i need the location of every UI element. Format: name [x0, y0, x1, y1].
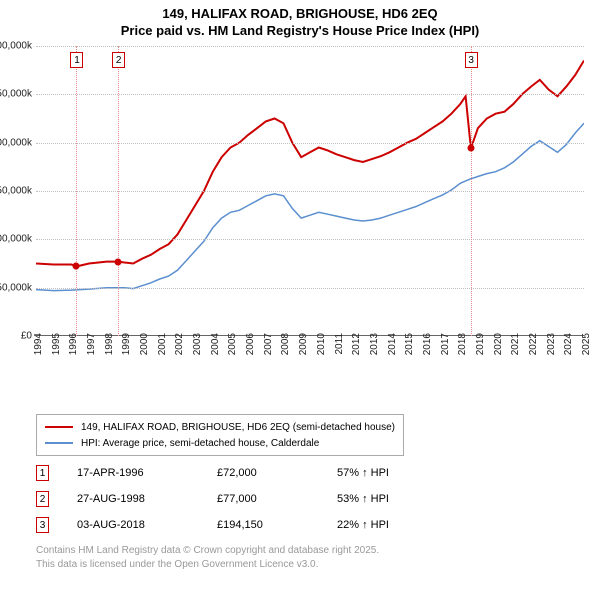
x-axis-label: 2014 — [387, 333, 398, 355]
sales-date: 03-AUG-2018 — [77, 519, 217, 531]
sale-callout: 3 — [465, 52, 478, 68]
x-axis-label: 2025 — [581, 333, 592, 355]
plot-region: 1 2 3 — [36, 46, 584, 336]
chart-title: 149, HALIFAX ROAD, BRIGHOUSE, HD6 2EQ Pr… — [0, 0, 600, 40]
y-axis-label: £300,000k — [0, 41, 32, 52]
legend-row-price: 149, HALIFAX ROAD, BRIGHOUSE, HD6 2EQ (s… — [45, 419, 395, 435]
sale-vline — [76, 46, 77, 336]
sales-table: 1 17-APR-1996£72,00057% ↑ HPI 2 27-AUG-1998… — [36, 460, 389, 538]
x-axis-label: 1998 — [104, 333, 115, 355]
x-axis-label: 2007 — [263, 333, 274, 355]
x-axis-label: 2005 — [227, 333, 238, 355]
x-axis-label: 2006 — [245, 333, 256, 355]
sales-price: £194,150 — [217, 519, 337, 531]
sale-vline — [118, 46, 119, 336]
sales-row: 3 03-AUG-2018£194,15022% ↑ HPI — [36, 512, 389, 538]
title-line-1: 149, HALIFAX ROAD, BRIGHOUSE, HD6 2EQ — [0, 6, 600, 23]
x-axis-label: 2020 — [493, 333, 504, 355]
x-axis-label: 1994 — [33, 333, 44, 355]
sales-index-box: 2 — [36, 491, 49, 507]
x-axis-label: 2015 — [404, 333, 415, 355]
x-axis-label: 2002 — [174, 333, 185, 355]
sales-row: 2 27-AUG-1998£77,00053% ↑ HPI — [36, 486, 389, 512]
attribution: Contains HM Land Registry data © Crown c… — [36, 544, 379, 571]
x-axis-label: 2013 — [369, 333, 380, 355]
x-axis-label: 2011 — [334, 333, 345, 355]
y-axis-label: £0 — [21, 331, 32, 342]
x-axis-label: 2012 — [351, 333, 362, 355]
x-axis-label: 2019 — [475, 333, 486, 355]
x-axis-label: 2023 — [546, 333, 557, 355]
legend-label-hpi: HPI: Average price, semi-detached house,… — [81, 438, 319, 449]
page: 149, HALIFAX ROAD, BRIGHOUSE, HD6 2EQ Pr… — [0, 0, 600, 590]
x-axis-label: 1995 — [51, 333, 62, 355]
attribution-line-2: This data is licensed under the Open Gov… — [36, 558, 379, 572]
title-line-2: Price paid vs. HM Land Registry's House … — [0, 23, 600, 40]
sales-hpi: 53% ↑ HPI — [337, 493, 389, 505]
legend-row-hpi: HPI: Average price, semi-detached house,… — [45, 435, 395, 451]
sales-index-box: 1 — [36, 465, 49, 481]
x-axis-label: 2017 — [440, 333, 451, 355]
legend-label-price: 149, HALIFAX ROAD, BRIGHOUSE, HD6 2EQ (s… — [81, 422, 395, 433]
sale-marker — [467, 145, 474, 152]
y-axis-label: £200,000k — [0, 137, 32, 148]
sales-index-box: 3 — [36, 517, 49, 533]
x-axis-label: 2024 — [563, 333, 574, 355]
x-axis-label: 1999 — [121, 333, 132, 355]
x-axis-label: 2010 — [316, 333, 327, 355]
x-axis-label: 2008 — [280, 333, 291, 355]
sales-date: 17-APR-1996 — [77, 467, 217, 479]
sale-marker — [73, 263, 80, 270]
legend: 149, HALIFAX ROAD, BRIGHOUSE, HD6 2EQ (s… — [36, 414, 404, 456]
x-axis-label: 2022 — [528, 333, 539, 355]
x-axis-label: 2018 — [457, 333, 468, 355]
legend-swatch-hpi — [45, 442, 73, 444]
x-axis-label: 1996 — [68, 333, 79, 355]
x-axis-label: 2001 — [157, 333, 168, 355]
sale-callout: 2 — [112, 52, 125, 68]
sale-callout: 1 — [70, 52, 83, 68]
y-axis-label: £250,000k — [0, 89, 32, 100]
y-axis-label: £150,000k — [0, 186, 32, 197]
chart-area: 1 2 3 1994 1995 1996 1997 1998 1999 2000 2001 2002… — [36, 46, 584, 366]
sales-price: £77,000 — [217, 493, 337, 505]
sale-vline — [471, 46, 472, 336]
x-axis-labels: 1994199519961997199819992000200120022003… — [36, 340, 584, 400]
attribution-line-1: Contains HM Land Registry data © Crown c… — [36, 544, 379, 558]
sale-marker — [115, 258, 122, 265]
legend-swatch-price — [45, 426, 73, 428]
y-axis-label: £100,000k — [0, 234, 32, 245]
x-axis-label: 2003 — [192, 333, 203, 355]
sales-date: 27-AUG-1998 — [77, 493, 217, 505]
x-axis-label: 2021 — [510, 333, 521, 355]
x-axis-label: 2004 — [210, 333, 221, 355]
sales-row: 1 17-APR-1996£72,00057% ↑ HPI — [36, 460, 389, 486]
x-axis-label: 2000 — [139, 333, 150, 355]
sales-price: £72,000 — [217, 467, 337, 479]
y-axis-label: £50,000k — [0, 282, 32, 293]
x-axis-label: 2016 — [422, 333, 433, 355]
x-axis-label: 1997 — [86, 333, 97, 355]
x-axis-label: 2009 — [298, 333, 309, 355]
sales-hpi: 57% ↑ HPI — [337, 467, 389, 479]
sales-hpi: 22% ↑ HPI — [337, 519, 389, 531]
